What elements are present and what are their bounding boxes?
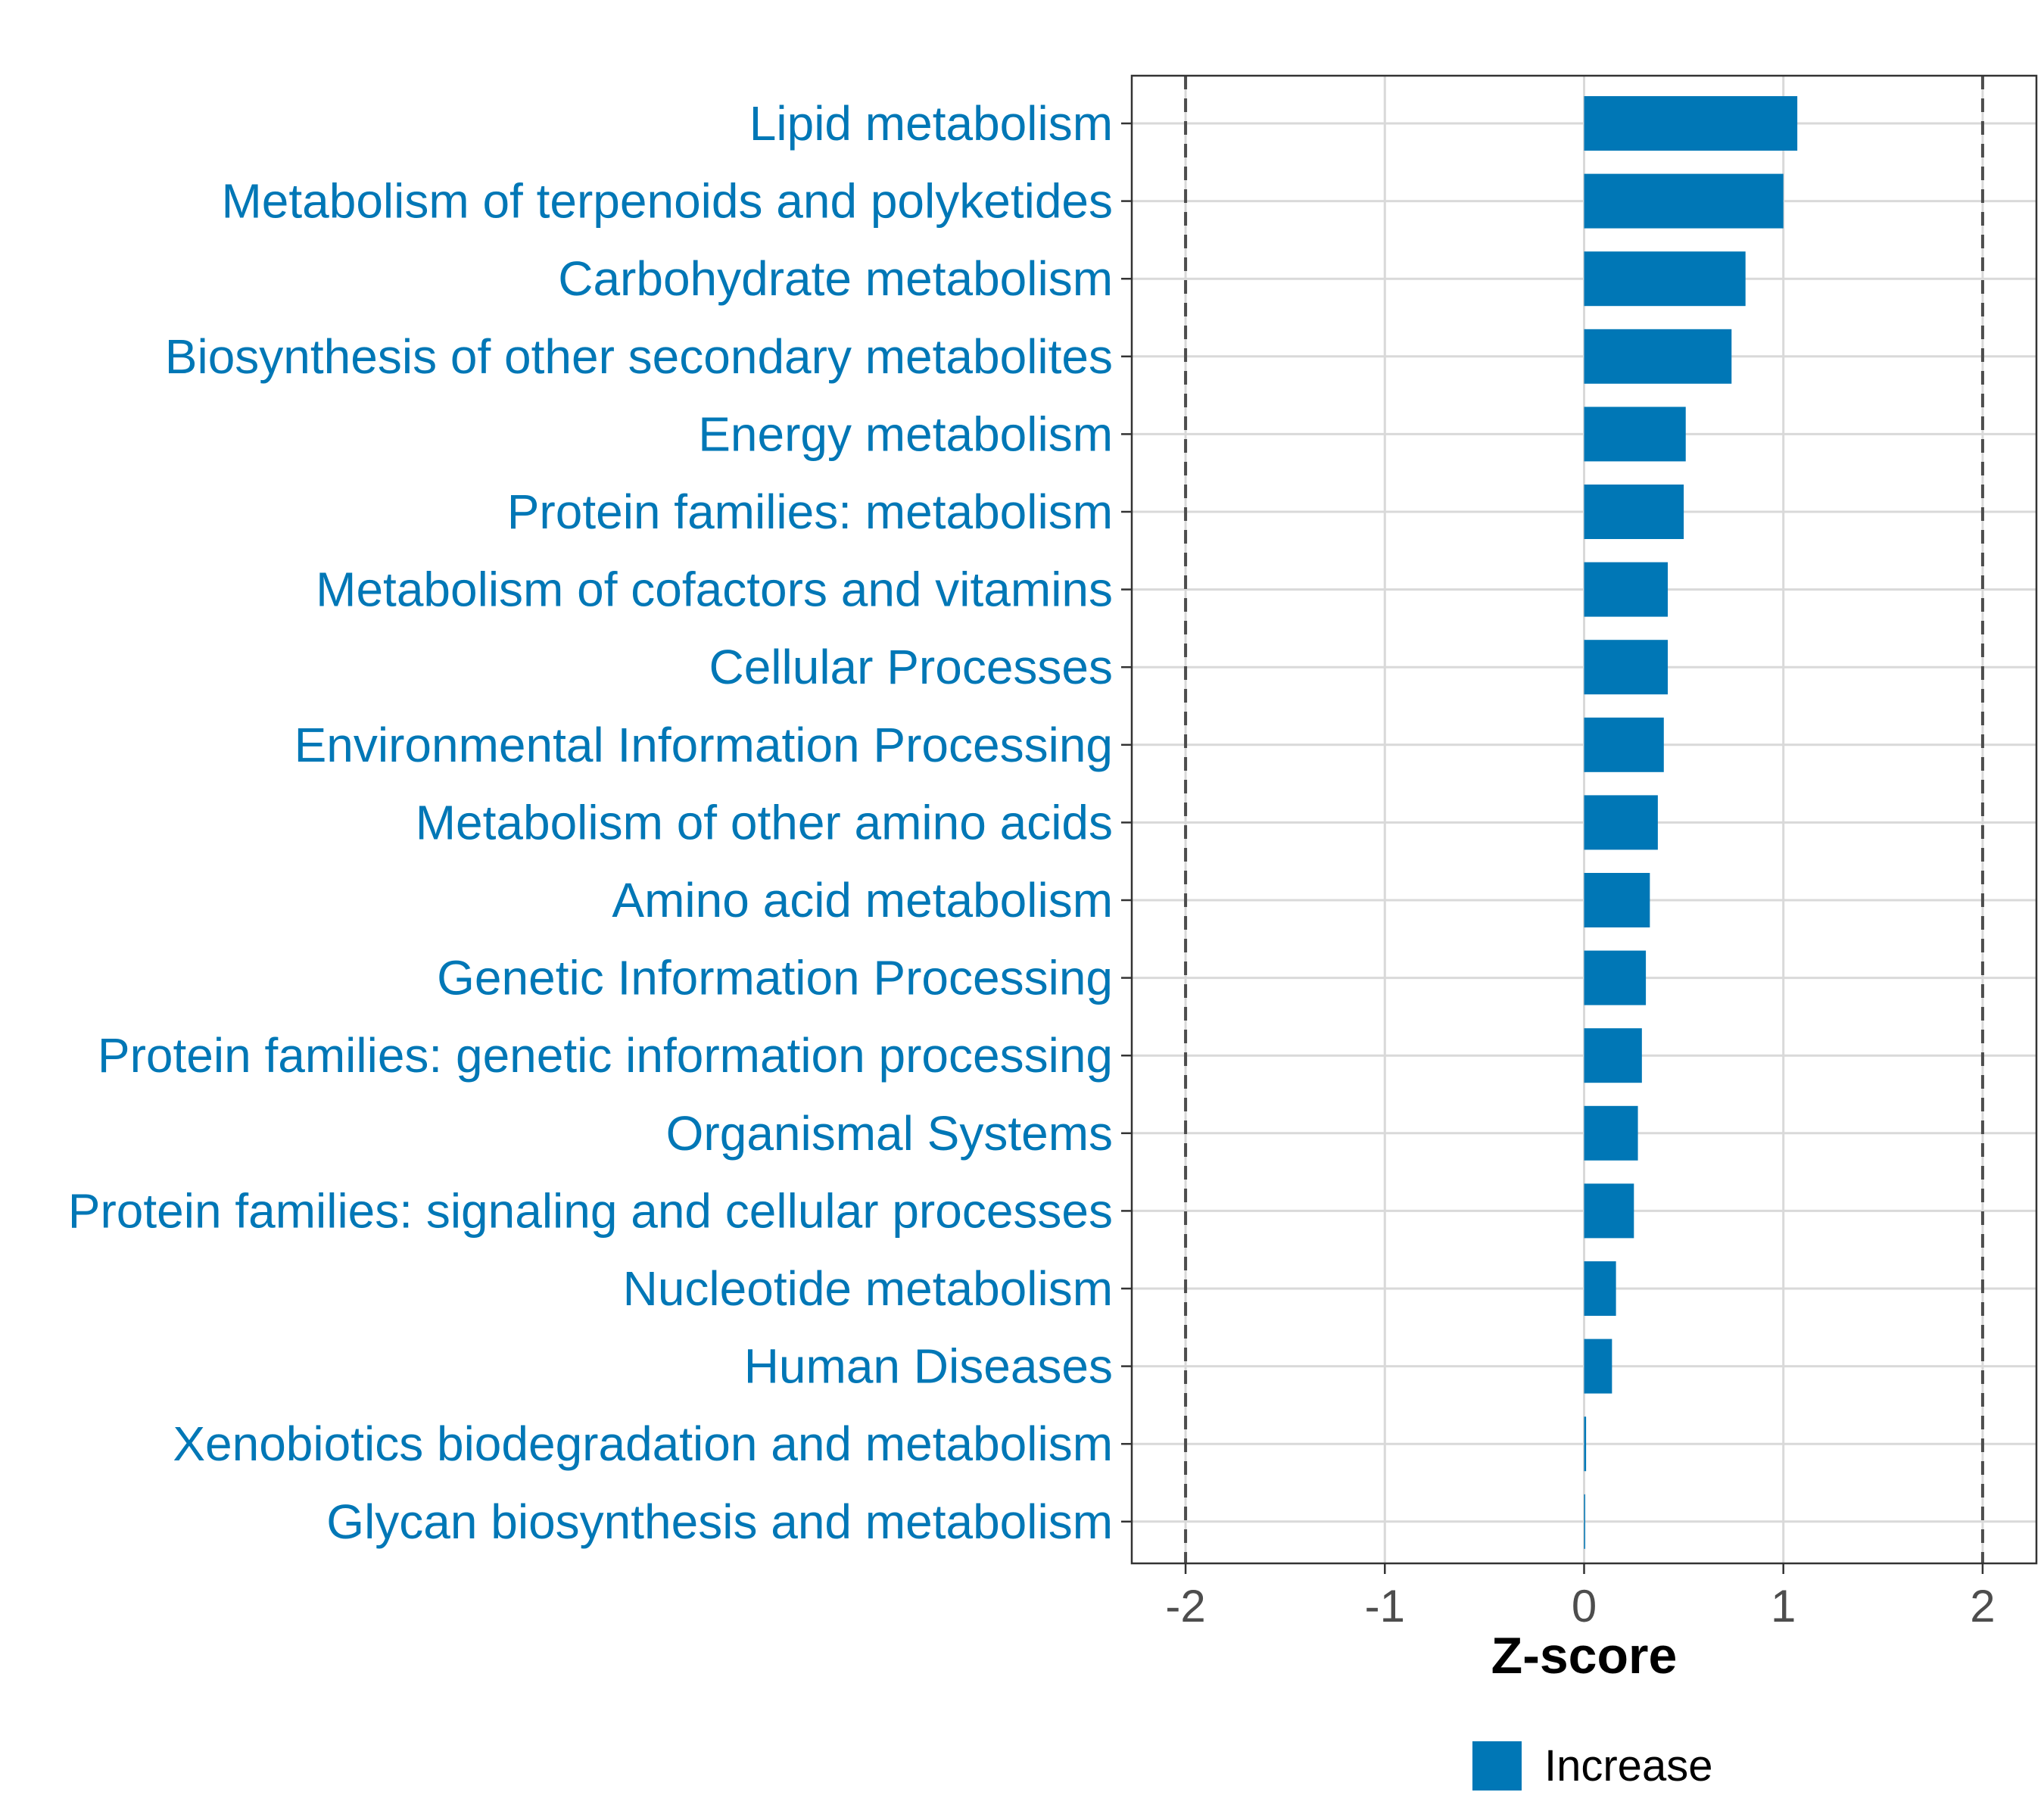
y-axis-ticks [1121,122,1132,1523]
y-tick-label: Cellular Processes [709,640,1113,694]
bar [1584,485,1684,539]
bar [1584,96,1798,151]
y-axis-labels: Lipid metabolism Metabolism of terpenoids… [68,96,1113,1549]
x-tick-label: -1 [1365,1581,1405,1632]
legend: Increase [1472,1741,1712,1791]
y-tick-label: Genetic Information Processing [437,951,1113,1005]
y-tick-label: Protein families: signaling and cellular… [68,1183,1113,1238]
bar [1584,1028,1642,1083]
x-axis-ticks [1184,1563,1984,1574]
bar [1584,173,1784,229]
x-tick-label: 1 [1771,1581,1796,1632]
legend-label-increase: Increase [1544,1741,1712,1791]
x-tick-label: 2 [1970,1581,1995,1632]
y-tick-label: Organismal Systems [666,1106,1113,1161]
y-tick-label: Protein families: genetic information pr… [98,1028,1113,1083]
x-axis-title: Z-score [1491,1627,1678,1685]
bar [1584,1494,1585,1549]
y-tick-label: Environmental Information Processing [294,718,1113,772]
y-tick-label: Metabolism of cofactors and vitamins [316,563,1113,617]
y-tick-label: Biosynthesis of other secondary metaboli… [165,329,1113,384]
bar [1584,562,1669,617]
y-tick-label: Xenobiotics biodegradation and metabolis… [173,1417,1113,1471]
bars [1584,96,1798,1549]
bar [1584,1417,1587,1472]
y-tick-label: Glycan biosynthesis and metabolism [326,1494,1113,1549]
y-tick-label: Energy metabolism [698,407,1113,461]
bar [1584,1183,1634,1239]
bar [1584,1339,1612,1394]
bar [1584,873,1650,927]
bar [1584,717,1664,772]
x-tick-label: 0 [1572,1581,1597,1632]
bar [1584,1105,1638,1161]
y-tick-label: Amino acid metabolism [612,873,1113,927]
bar [1584,329,1732,384]
y-tick-label: Protein families: metabolism [507,485,1113,539]
x-axis-labels: -2 -1 0 1 2 [1165,1581,1995,1632]
bar [1584,950,1647,1005]
y-tick-label: Metabolism of terpenoids and polyketides [221,174,1113,229]
legend-swatch-increase [1472,1741,1522,1791]
bar [1584,1261,1616,1316]
y-tick-label: Nucleotide metabolism [623,1261,1113,1316]
y-tick-label: Lipid metabolism [749,96,1113,151]
bar [1584,407,1686,462]
bar [1584,251,1746,307]
bar [1584,795,1658,850]
x-tick-label: -2 [1165,1581,1205,1632]
y-tick-label: Carbohydrate metabolism [558,251,1113,306]
reference-lines [1184,76,1984,1563]
y-tick-label: Human Diseases [744,1339,1113,1394]
y-tick-label: Metabolism of other amino acids [416,795,1113,849]
bar [1584,640,1669,695]
